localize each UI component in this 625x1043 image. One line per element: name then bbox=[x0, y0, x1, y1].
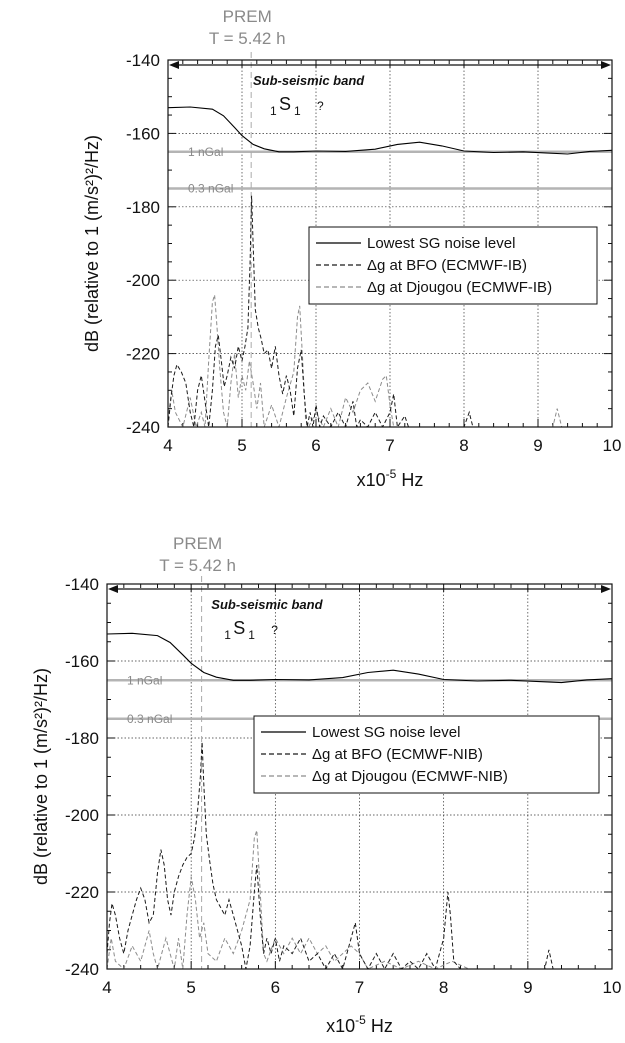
x-tick-label: 6 bbox=[311, 436, 320, 455]
legend-label: Δg at BFO (ECMWF-NIB) bbox=[312, 746, 483, 763]
band-arrow-right-head bbox=[601, 585, 611, 593]
mode-letter: S bbox=[233, 618, 245, 638]
y-tick-label: -160 bbox=[126, 124, 160, 143]
x-tick-label: 4 bbox=[102, 978, 111, 997]
reference-line-label: 1 nGal bbox=[188, 145, 223, 159]
series-line-1 bbox=[168, 195, 474, 427]
plot-frame bbox=[106, 583, 613, 970]
series-line-2 bbox=[107, 830, 470, 969]
reference-line-label: 1 nGal bbox=[127, 673, 162, 687]
y-tick-label: -160 bbox=[65, 652, 99, 671]
x-tick-label: 9 bbox=[533, 436, 542, 455]
band-arrow-left-head bbox=[169, 61, 179, 69]
x-tick-label: 7 bbox=[355, 978, 364, 997]
band-label: Sub-seismic band bbox=[253, 73, 365, 88]
legend-label: Δg at Djougou (ECMWF-NIB) bbox=[312, 768, 508, 785]
mode-query: ? bbox=[271, 623, 278, 637]
x-tick-label: 5 bbox=[237, 436, 246, 455]
x-tick-label: 8 bbox=[459, 436, 468, 455]
chart-bottom: 1 nGal 0.3 nGal PREM T = 5.42 h Sub-seismic … bbox=[31, 534, 621, 1036]
y-tick-label: -220 bbox=[65, 883, 99, 902]
series-line-0 bbox=[107, 632, 612, 684]
mode-index-sub: 1 bbox=[294, 104, 301, 118]
period-label: T = 5.42 h bbox=[159, 556, 236, 575]
x-tick-label: 9 bbox=[523, 978, 532, 997]
band-arrow-left-head bbox=[108, 585, 118, 593]
y-axis-title: dB (relative to 1 (m/s²)²/Hz) bbox=[82, 135, 102, 352]
prem-label: PREM bbox=[173, 534, 222, 553]
x-tick-label: 6 bbox=[271, 978, 280, 997]
reference-line-label: 0.3 nGal bbox=[188, 181, 233, 195]
prem-label: PREM bbox=[223, 7, 272, 26]
band-label: Sub-seismic band bbox=[211, 597, 323, 612]
y-tick-label: -200 bbox=[65, 806, 99, 825]
chart-top: 1 nGal 0.3 nGal PREM T = 5.42 h Sub-seismic … bbox=[82, 7, 621, 490]
period-label: T = 5.42 h bbox=[209, 29, 286, 48]
y-tick-label: -200 bbox=[126, 271, 160, 290]
x-tick-label: 10 bbox=[603, 978, 622, 997]
x-axis-title: x10-5 Hz bbox=[326, 1013, 393, 1036]
legend-label: Δg at Djougou (ECMWF-IB) bbox=[367, 279, 552, 296]
x-tick-label: 7 bbox=[385, 436, 394, 455]
y-tick-label: -180 bbox=[126, 198, 160, 217]
y-tick-label: -140 bbox=[65, 575, 99, 594]
legend-label: Lowest SG noise level bbox=[367, 235, 515, 252]
mode-index: 1 bbox=[270, 104, 277, 118]
series-line-0 bbox=[168, 106, 612, 155]
x-tick-label: 5 bbox=[186, 978, 195, 997]
y-axis-title: dB (relative to 1 (m/s²)²/Hz) bbox=[31, 668, 51, 885]
mode-letter: S bbox=[279, 94, 291, 114]
x-tick-label: 8 bbox=[439, 978, 448, 997]
legend-label: Lowest SG noise level bbox=[312, 724, 460, 741]
x-tick-label: 10 bbox=[603, 436, 622, 455]
legend-label: Δg at BFO (ECMWF-IB) bbox=[367, 257, 527, 274]
y-tick-label: -240 bbox=[65, 960, 99, 979]
y-tick-label: -220 bbox=[126, 345, 160, 364]
mode-index: 1 bbox=[224, 628, 231, 642]
y-tick-label: -180 bbox=[65, 729, 99, 748]
series-line-1 bbox=[107, 741, 554, 969]
y-tick-label: -140 bbox=[126, 51, 160, 70]
legend-box bbox=[253, 715, 600, 794]
x-tick-label: 4 bbox=[163, 436, 172, 455]
y-tick-label: -240 bbox=[126, 418, 160, 437]
reference-line-label: 0.3 nGal bbox=[127, 712, 172, 726]
plot-frame bbox=[167, 59, 613, 428]
x-axis-title: x10-5 Hz bbox=[357, 467, 424, 490]
series-line-2 bbox=[168, 294, 563, 427]
band-arrow-right-head bbox=[601, 61, 611, 69]
mode-index-sub: 1 bbox=[248, 628, 255, 642]
mode-query: ? bbox=[317, 99, 324, 113]
